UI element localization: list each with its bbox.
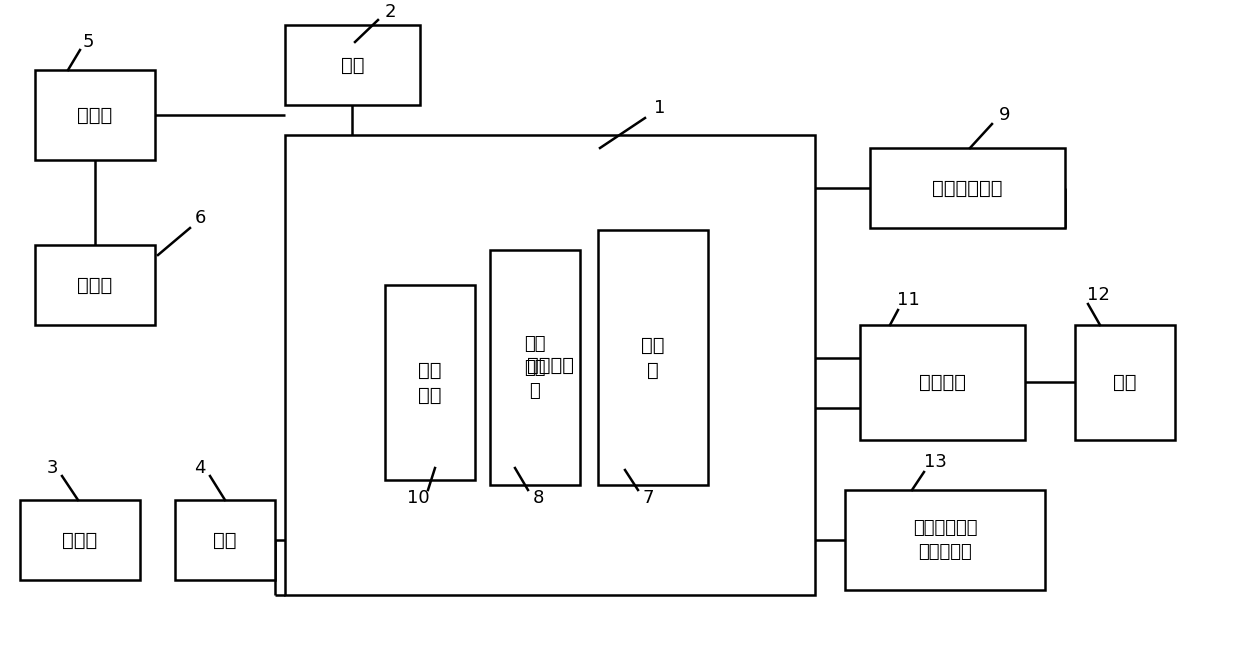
Bar	[384, 285, 475, 480]
Text: 2: 2	[384, 3, 396, 21]
Text: 13: 13	[924, 453, 946, 471]
Text: 油枕: 油枕	[341, 55, 365, 74]
Text: 滤油器: 滤油器	[62, 531, 98, 549]
Text: 气瓶: 气瓶	[1114, 373, 1137, 392]
Text: 9: 9	[999, 106, 1011, 124]
Text: 温度
传感
器: 温度 传感 器	[525, 335, 546, 400]
Text: 油泵: 油泵	[213, 531, 237, 549]
Bar	[870, 148, 1065, 228]
Text: 真空机: 真空机	[77, 106, 113, 124]
Text: 1: 1	[655, 99, 666, 117]
Bar	[844, 490, 1045, 590]
Bar	[285, 25, 420, 105]
Text: 6: 6	[195, 209, 206, 227]
Text: 5: 5	[82, 33, 94, 51]
Text: 7: 7	[642, 489, 653, 507]
Text: 试验油箱: 试验油箱	[527, 356, 573, 374]
Text: 4: 4	[195, 459, 206, 477]
Text: 11: 11	[897, 291, 919, 309]
Text: 10: 10	[407, 489, 429, 507]
Bar	[35, 245, 155, 325]
Text: 12: 12	[1086, 286, 1110, 304]
Bar	[1075, 325, 1176, 440]
Text: 油溶解气体组
分检测装置: 油溶解气体组 分检测装置	[913, 519, 977, 561]
Bar	[35, 70, 155, 160]
Bar	[598, 230, 708, 485]
Bar	[490, 250, 580, 485]
Text: 加热
器: 加热 器	[641, 336, 665, 380]
Text: 温度控制单元: 温度控制单元	[932, 178, 1003, 198]
Text: 8: 8	[532, 489, 543, 507]
Bar	[861, 325, 1025, 440]
Bar	[175, 500, 275, 580]
Text: 3: 3	[46, 459, 58, 477]
Bar	[285, 135, 815, 595]
Text: 呼吸器: 呼吸器	[77, 275, 113, 295]
Text: 试验
电极: 试验 电极	[418, 360, 441, 404]
Bar	[20, 500, 140, 580]
Text: 溶气装置: 溶气装置	[919, 373, 966, 392]
